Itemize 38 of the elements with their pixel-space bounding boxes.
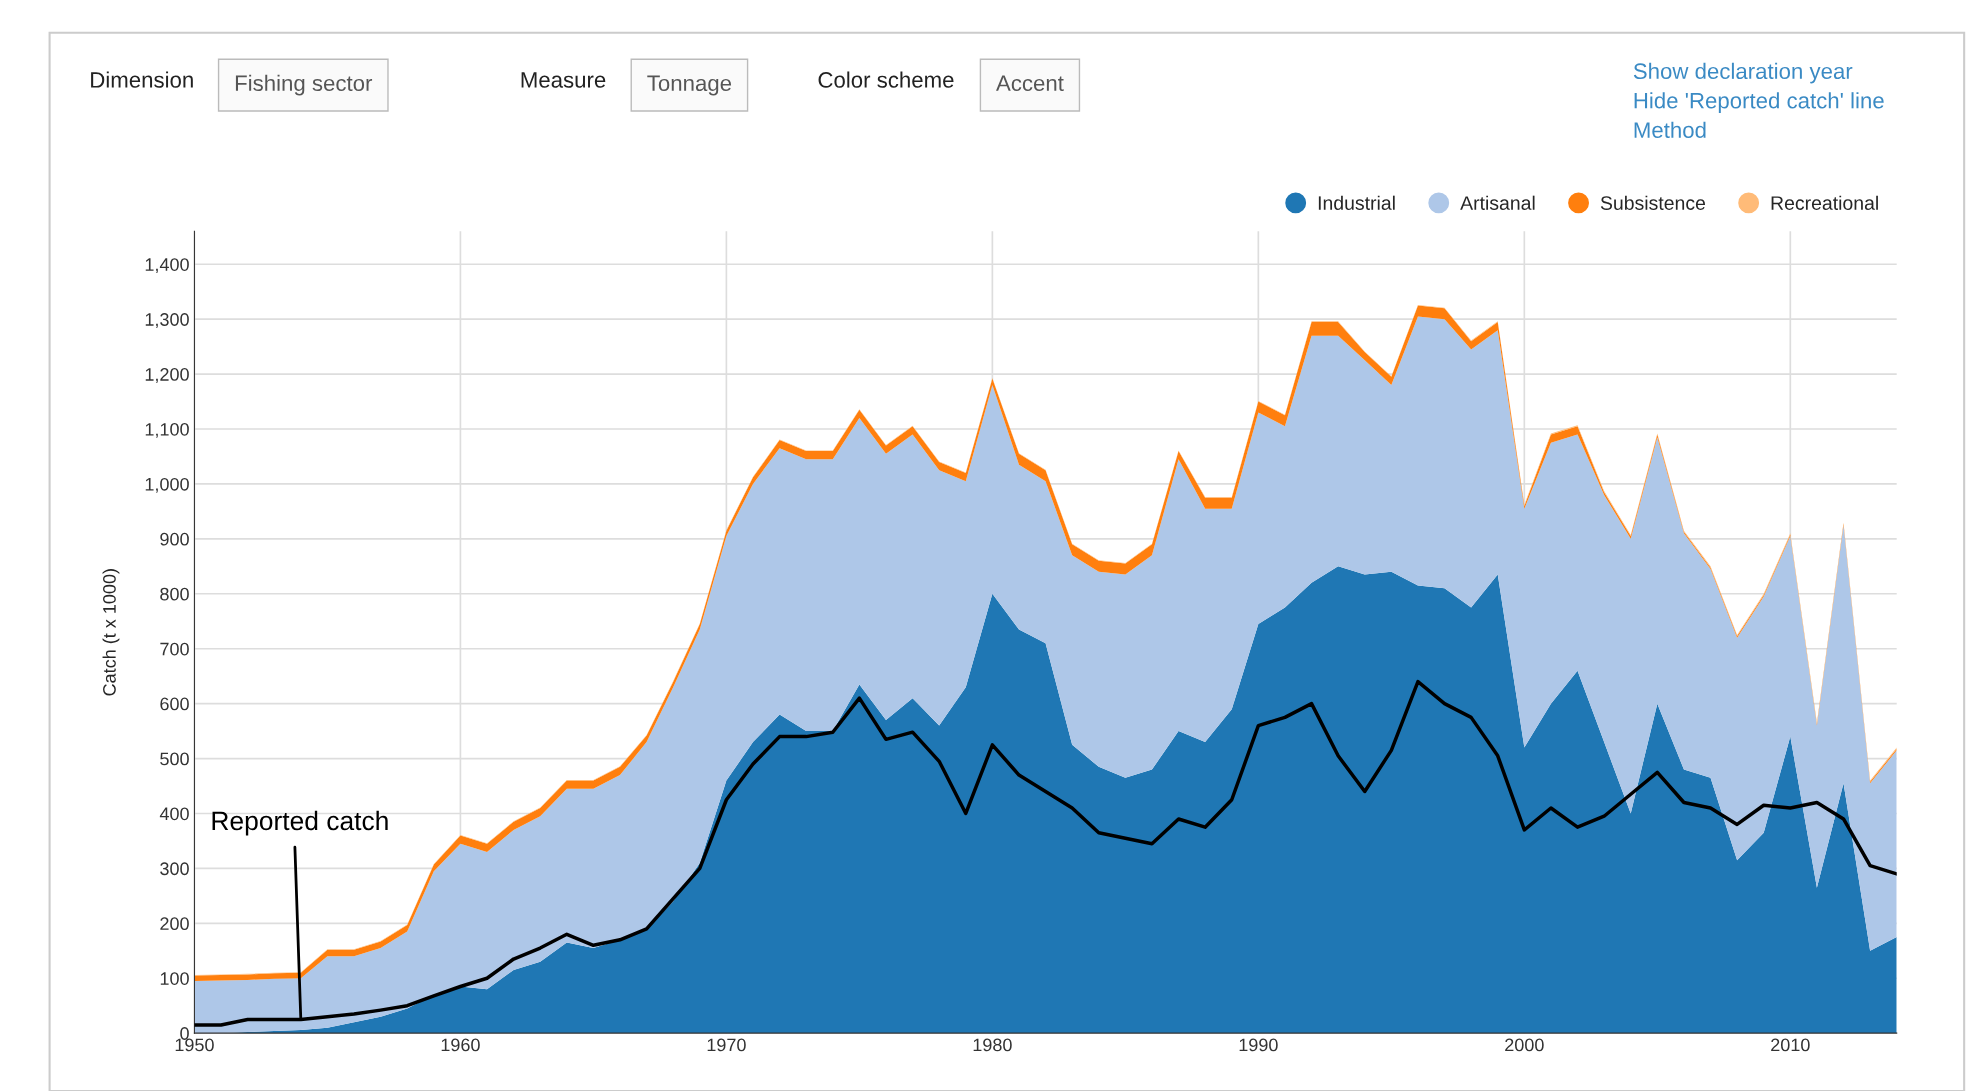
- y-tick-label: 1,000: [145, 477, 189, 493]
- y-axis-title: Catch (t x 1000): [102, 569, 120, 696]
- y-tick-label: 600: [160, 697, 189, 711]
- y-tick-label: 900: [160, 532, 189, 546]
- annotation: Reported catch: [212, 810, 388, 836]
- x-tick-label: 1960: [441, 1038, 480, 1052]
- legend-label: Industrial: [1318, 195, 1395, 210]
- legend-label: Artisanal: [1460, 195, 1535, 210]
- y-tick-label: 700: [160, 642, 189, 656]
- x-tick-label: 1980: [973, 1038, 1012, 1052]
- x-tick-label: 2010: [1771, 1038, 1810, 1052]
- y-tick-label: 800: [160, 587, 189, 601]
- text: Accent: [996, 75, 1064, 92]
- text: Measure: [521, 72, 606, 88]
- text: Hide 'Reported catch' line: [1634, 92, 1884, 113]
- y-tick-label: 500: [160, 752, 189, 766]
- x-tick-label: 1950: [175, 1038, 214, 1052]
- text: Tonnage: [647, 75, 732, 96]
- text: Method: [1634, 121, 1706, 138]
- y-tick-label: 100: [160, 972, 189, 985]
- y-tick-label: 1,400: [145, 258, 189, 274]
- text: Show declaration year: [1633, 62, 1853, 84]
- x-tick-label: 1970: [707, 1038, 746, 1052]
- legend-label: Subsistence: [1600, 195, 1706, 210]
- x-tick-label: 2000: [1505, 1038, 1544, 1052]
- y-tick-label: 400: [159, 807, 189, 821]
- y-tick-label: 0: [180, 1027, 189, 1040]
- text: Dimension: [91, 71, 193, 88]
- x-tick-label: 1990: [1239, 1038, 1278, 1052]
- text: Color scheme: [818, 71, 954, 88]
- y-tick-label: 1,300: [145, 313, 189, 329]
- y-tick-label: 1,200: [145, 368, 189, 383]
- y-tick-label: 300: [160, 862, 189, 876]
- text: Fishing sector: [235, 74, 373, 96]
- line-series: [194, 679, 1897, 1027]
- y-tick-label: 200: [160, 917, 189, 931]
- legend-label: Recreational: [1771, 195, 1878, 210]
- y-tick-label: 1,100: [145, 422, 189, 438]
